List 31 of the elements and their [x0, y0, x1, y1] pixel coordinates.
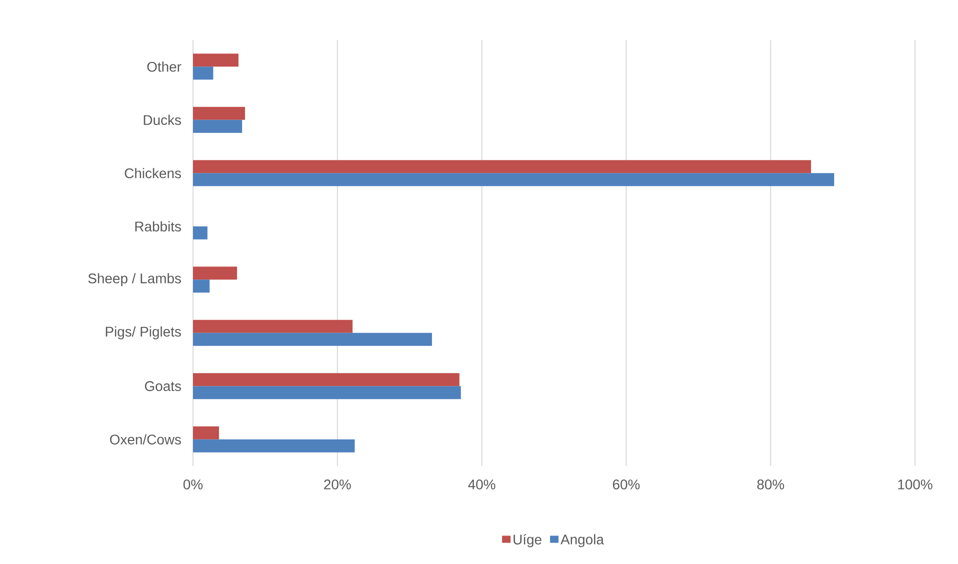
- legend-label: Angola: [560, 534, 604, 548]
- bar: [193, 266, 238, 280]
- x-tick-label: 80%: [757, 480, 784, 490]
- y-tick-label: Rabbits: [135, 221, 181, 232]
- x-tick-label: 100%: [898, 480, 932, 490]
- y-tick-label: Sheep / Lambs: [88, 273, 181, 286]
- y-tick-label: Pigs/ Piglets: [106, 326, 181, 340]
- bar: [193, 120, 242, 133]
- y-tick-label: Chickens: [124, 168, 181, 178]
- bar: [193, 439, 355, 452]
- y-tick-label: Ducks: [144, 114, 181, 126]
- y-tick-label: Goats: [144, 381, 181, 392]
- bar: [193, 320, 353, 333]
- bar: [193, 160, 812, 174]
- bar: [193, 386, 461, 400]
- bar: [193, 280, 210, 293]
- bar: [193, 373, 460, 386]
- x-tick-label: 20%: [324, 480, 351, 490]
- bar: [193, 332, 432, 346]
- x-tick-label: 0%: [183, 480, 203, 490]
- y-tick-label: Other: [147, 62, 182, 72]
- bar: [193, 66, 214, 80]
- y-tick-label: Oxen/Cows: [110, 434, 181, 445]
- legend-label: Uíge: [514, 534, 542, 548]
- bar: [193, 173, 834, 186]
- bar: [193, 106, 245, 120]
- bar: [193, 54, 238, 67]
- bar: [193, 226, 208, 240]
- bar: [193, 426, 219, 440]
- x-tick-label: 40%: [468, 480, 496, 490]
- x-tick-label: 60%: [612, 480, 640, 490]
